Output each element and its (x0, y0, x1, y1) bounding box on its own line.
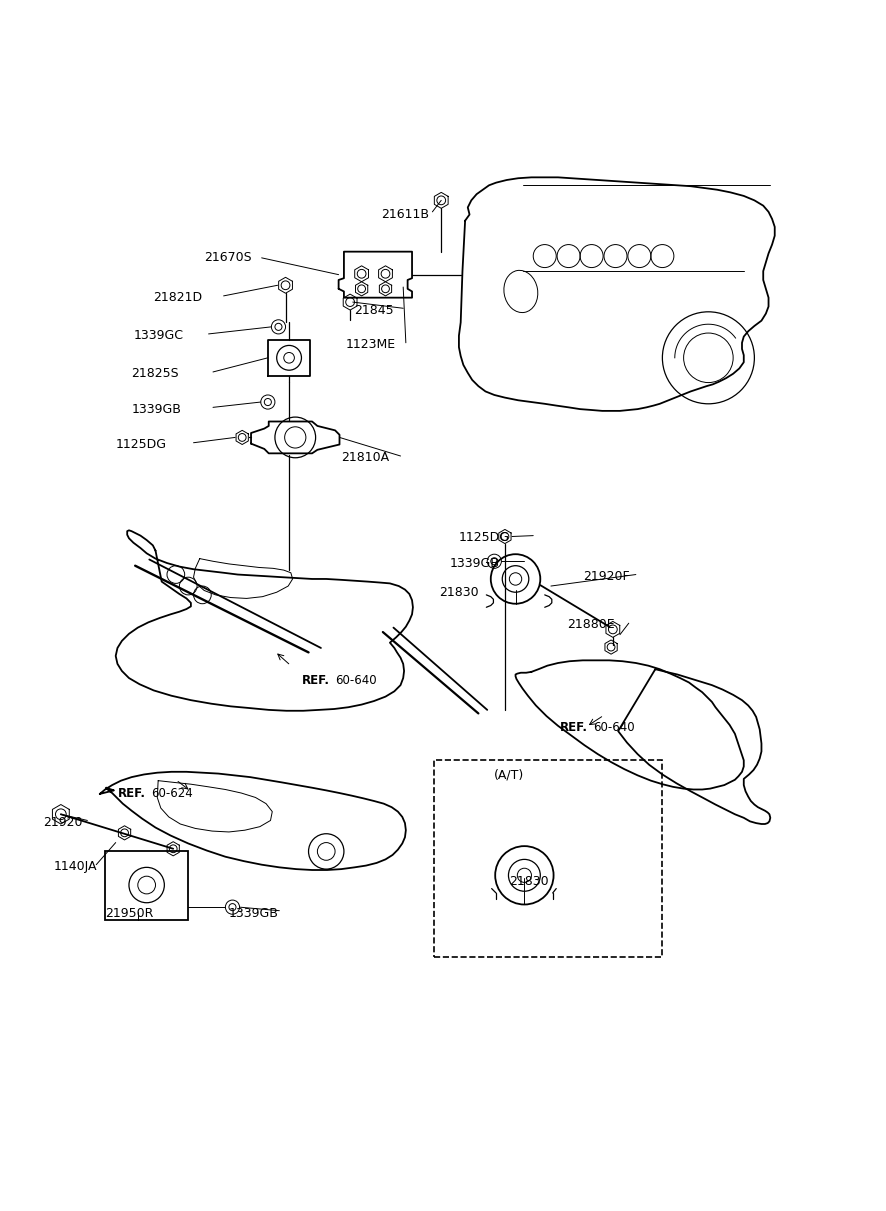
Text: 21670S: 21670S (204, 252, 252, 264)
Text: REF.: REF. (301, 675, 330, 687)
Text: (A/T): (A/T) (494, 769, 525, 782)
Bar (105, 850, 188, 919)
Text: REF.: REF. (560, 721, 587, 734)
Text: 1125DG: 1125DG (116, 438, 167, 450)
Text: 1339GB: 1339GB (132, 402, 182, 415)
Text: 21950R: 21950R (105, 907, 153, 920)
Text: 60-640: 60-640 (335, 675, 377, 687)
Text: 1123ME: 1123ME (346, 338, 396, 351)
Text: 21821D: 21821D (153, 291, 202, 304)
Text: 1140JA: 1140JA (54, 860, 97, 873)
Text: 60-624: 60-624 (152, 786, 193, 799)
Text: 21825S: 21825S (132, 367, 179, 380)
Text: 21845: 21845 (354, 304, 394, 317)
Text: 1339GB: 1339GB (229, 907, 279, 920)
Text: 21830: 21830 (439, 586, 479, 598)
Text: 21611B: 21611B (381, 208, 429, 220)
Bar (434, 761, 663, 957)
Text: 21920F: 21920F (583, 570, 629, 582)
Text: 21810A: 21810A (341, 452, 389, 464)
Text: 21920: 21920 (43, 816, 82, 828)
Text: 1339GB: 1339GB (450, 557, 500, 569)
Text: REF.: REF. (118, 786, 145, 799)
Text: 1339GC: 1339GC (134, 329, 183, 343)
Text: 1125DG: 1125DG (459, 530, 510, 544)
Text: 60-640: 60-640 (594, 721, 635, 734)
Text: 21880E: 21880E (567, 619, 615, 631)
Text: 21830: 21830 (509, 876, 549, 888)
